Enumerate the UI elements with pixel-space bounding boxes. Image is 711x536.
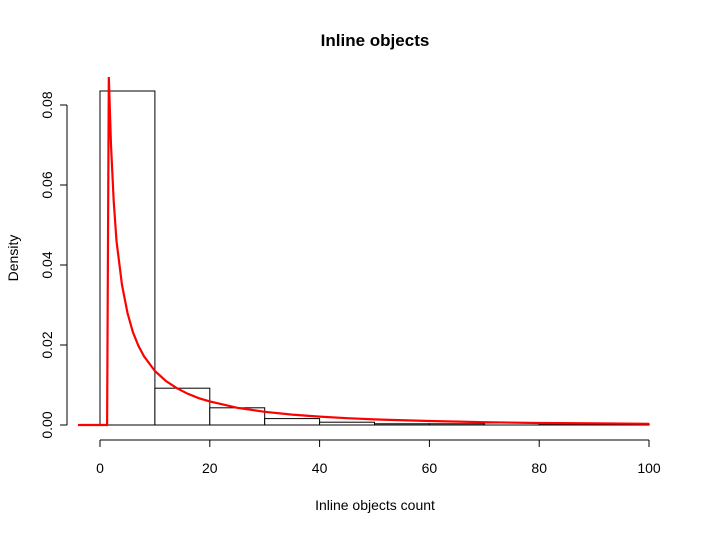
y-tick-label-1: 0.02 [39,331,55,358]
fitted-curve-group [78,76,650,427]
chart-title: Inline objects [321,31,430,50]
x-tick-label-3: 60 [422,460,438,476]
x-axis-label: Inline objects count [315,497,435,513]
histogram-bar-5 [374,423,430,426]
y-tick-label-0: 0.00 [39,411,55,438]
y-axis-label: Density [5,235,21,282]
histogram-bar-3 [264,418,321,426]
x-tick-label-4: 80 [531,460,547,476]
fitted-density-curve [78,76,650,427]
y-tick-label-3: 0.06 [39,171,55,198]
y-tick-label-2: 0.04 [39,251,55,278]
x-tick-label-1: 20 [202,460,218,476]
bars-group [99,90,650,426]
y-axis: 0.00 0.02 0.04 0.06 0.08 [39,91,68,439]
x-axis: 0 20 40 60 80 100 [96,439,661,476]
x-tick-label-2: 40 [312,460,328,476]
histogram-bar-4 [319,421,376,426]
histogram-bar-6 [428,423,485,426]
histogram-bar-1 [154,387,211,426]
x-tick-label-5: 100 [637,460,661,476]
x-tick-label-0: 0 [96,460,104,476]
y-tick-label-4: 0.08 [39,91,55,118]
